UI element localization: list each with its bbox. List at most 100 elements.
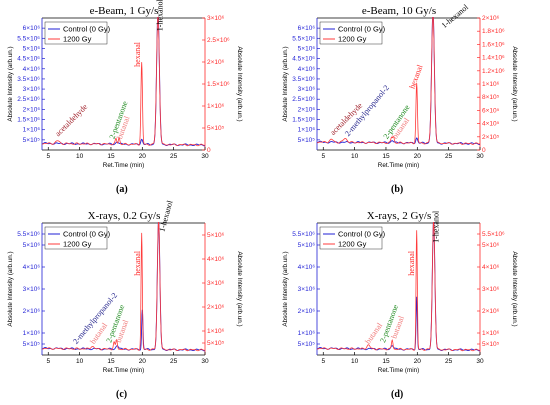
legend-label: 1200 Gy xyxy=(338,240,367,249)
x-axis-label: Ret.Time (min) xyxy=(378,162,419,169)
panel-d-title: X-rays, 2 Gy/s xyxy=(367,210,431,222)
x-tick-label: 25 xyxy=(445,358,453,365)
left-y-tick-label: 4×10⁶ xyxy=(23,66,41,73)
right-y-tick-label: 5×10⁵ xyxy=(207,340,225,347)
right-y-tick-label: 4×10⁶ xyxy=(207,256,225,263)
left-y-tick-label: 1×10⁶ xyxy=(23,127,41,134)
left-y-tick-label: 4.5×10⁶ xyxy=(17,56,40,63)
left-y-tick-label: 3×10⁶ xyxy=(23,86,41,93)
x-tick-label: 10 xyxy=(76,358,84,365)
right-y-tick-label: 1×10⁶ xyxy=(482,330,500,337)
right-y-tick-label: 0 xyxy=(482,147,486,154)
left-y-tick-label: 4×10⁶ xyxy=(298,66,316,73)
right-y-tick-label: 1.4×10⁶ xyxy=(482,55,505,62)
peak-annotation: 1-hexanol xyxy=(440,2,471,30)
right-y-tick-label: 2×10⁶ xyxy=(482,15,500,22)
right-y-tick-label: 3×10⁶ xyxy=(207,280,225,287)
left-y-tick-label: 2×10⁶ xyxy=(23,106,41,113)
right-y-tick-label: 5×10⁶ xyxy=(207,232,225,239)
right-y-tick-label: 5×10⁵ xyxy=(482,341,500,348)
right-y-tick-label: 1.6×10⁶ xyxy=(482,41,505,48)
left-y-axis-label: Absolute Intensity (arb.un.) xyxy=(282,251,289,326)
x-tick-label: 20 xyxy=(414,153,422,160)
left-y-tick-label: 1.5×10⁶ xyxy=(292,117,315,124)
right-y-tick-label: 4×10⁶ xyxy=(482,264,500,271)
legend-label: 1200 Gy xyxy=(63,35,92,44)
right-y-tick-label: 1.5×10⁶ xyxy=(207,81,230,88)
x-tick-label: 5 xyxy=(46,358,50,365)
legend-label: Control (0 Gy) xyxy=(338,25,386,34)
peak-annotation: 1-hexanol xyxy=(155,0,164,31)
panel-a-label: (a) xyxy=(116,184,128,195)
left-y-tick-label: 3×10⁶ xyxy=(23,286,41,293)
right-y-tick-label: 5×10⁶ xyxy=(482,242,500,249)
x-tick-label: 25 xyxy=(445,153,453,160)
left-y-tick-label: 5.5×10⁶ xyxy=(292,35,315,42)
panel-a-title: e-Beam, 1 Gy/s xyxy=(90,5,159,17)
left-y-tick-label: 5×10⁵ xyxy=(298,137,316,144)
left-y-tick-label: 1.5×10⁶ xyxy=(17,117,40,124)
left-y-tick-label: 5×10⁶ xyxy=(298,242,316,249)
left-y-tick-label: 5×10⁵ xyxy=(23,137,41,144)
legend-box xyxy=(44,226,108,250)
right-y-tick-label: 8×10⁵ xyxy=(482,94,500,101)
left-y-axis-label: Absolute Intensity (arb.un.) xyxy=(7,251,14,326)
x-tick-label: 20 xyxy=(139,358,147,365)
panel-b-label: (b) xyxy=(391,184,404,195)
left-y-tick-label: 3×10⁶ xyxy=(298,86,316,93)
left-y-tick-label: 5.5×10⁶ xyxy=(292,231,315,238)
peak-annotation: hexanal xyxy=(133,41,142,67)
right-y-tick-label: 0 xyxy=(207,147,211,154)
right-y-axis-label: Absolute Intensity (arb.un.) xyxy=(511,46,518,121)
left-y-axis-label: Absolute Intensity (arb.un.) xyxy=(282,46,289,121)
right-y-tick-label: 4×10⁵ xyxy=(482,121,500,128)
peak-annotation: hexanal xyxy=(408,63,425,90)
peak-annotation: hexanal xyxy=(133,250,142,276)
left-y-tick-label: 4.5×10⁶ xyxy=(292,56,315,63)
legend-box xyxy=(319,21,383,45)
left-y-tick-label: 2×10⁶ xyxy=(23,308,41,315)
series-line-irradiated xyxy=(317,222,480,352)
series-line-irradiated xyxy=(42,17,205,147)
left-y-tick-label: 3×10⁶ xyxy=(298,286,316,293)
left-y-tick-label: 5.5×10⁶ xyxy=(17,35,40,42)
left-y-tick-label: 4×10⁶ xyxy=(23,264,41,271)
left-y-axis-label: Absolute Intensity (arb.un.) xyxy=(7,46,14,121)
right-y-tick-label: 2×10⁶ xyxy=(482,308,500,315)
x-tick-label: 15 xyxy=(382,153,390,160)
right-y-tick-label: 2×10⁵ xyxy=(482,134,500,141)
x-axis-label: Ret.Time (min) xyxy=(103,367,144,374)
right-y-tick-label: 1.2×10⁶ xyxy=(482,68,505,75)
legend-label: 1200 Gy xyxy=(63,240,92,249)
right-y-tick-label: 3×10⁶ xyxy=(482,286,500,293)
right-y-axis-label: Absolute Intensity (arb.un.) xyxy=(236,46,243,121)
left-y-tick-label: 2×10⁶ xyxy=(298,106,316,113)
panel-c-label: (c) xyxy=(116,389,128,400)
x-tick-label: 30 xyxy=(476,153,484,160)
left-y-tick-label: 2.5×10⁶ xyxy=(292,96,315,103)
legend-label: 1200 Gy xyxy=(338,35,367,44)
right-y-tick-label: 1×10⁶ xyxy=(207,328,225,335)
series-line-irradiated xyxy=(42,222,205,352)
left-y-tick-label: 5×10⁶ xyxy=(23,45,41,52)
right-y-tick-label: 6×10⁵ xyxy=(482,107,500,114)
peak-annotation: 1-hexanol xyxy=(432,210,441,243)
legend-box xyxy=(44,21,108,45)
x-tick-label: 15 xyxy=(107,153,115,160)
left-y-tick-label: 5×10⁶ xyxy=(23,242,41,249)
left-y-tick-label: 1×10⁶ xyxy=(23,330,41,337)
chart-panel-d: X-rays, 2 Gy/s 5 10 15 20 25 30 Ret.Time (min)… xyxy=(282,210,518,374)
panel-b-plot-area: 5 10 15 20 25 30 Ret.Time (min) 5×10⁵ 1×10⁶ 1.5×1… xyxy=(282,2,518,169)
left-y-tick-label: 2×10⁶ xyxy=(298,308,316,315)
x-tick-label: 10 xyxy=(351,358,359,365)
panel-a-plot-area: 5 10 15 20 25 30 Ret.Time (min) 5×10⁵ 1×10⁶ 1.5×1… xyxy=(7,0,243,169)
chart-panel-a: e-Beam, 1 Gy/s 5 10 15 20 25 30 Ret.Time (min)… xyxy=(7,0,243,169)
x-tick-label: 15 xyxy=(107,358,115,365)
left-y-tick-label: 6×10⁶ xyxy=(298,25,316,32)
peak-annotation: acetaldehyde xyxy=(53,102,89,138)
panel-c-plot-area: 5 10 15 20 25 30 Ret.Time (min) 5×10⁵ 1×10⁶ 2×10⁶… xyxy=(7,199,243,374)
x-axis-label: Ret.Time (min) xyxy=(103,162,144,169)
left-y-tick-label: 5×10⁵ xyxy=(298,341,316,348)
right-y-tick-label: 2.5×10⁶ xyxy=(207,37,230,44)
panel-c-title: X-rays, 0.2 Gy/s xyxy=(88,210,161,222)
